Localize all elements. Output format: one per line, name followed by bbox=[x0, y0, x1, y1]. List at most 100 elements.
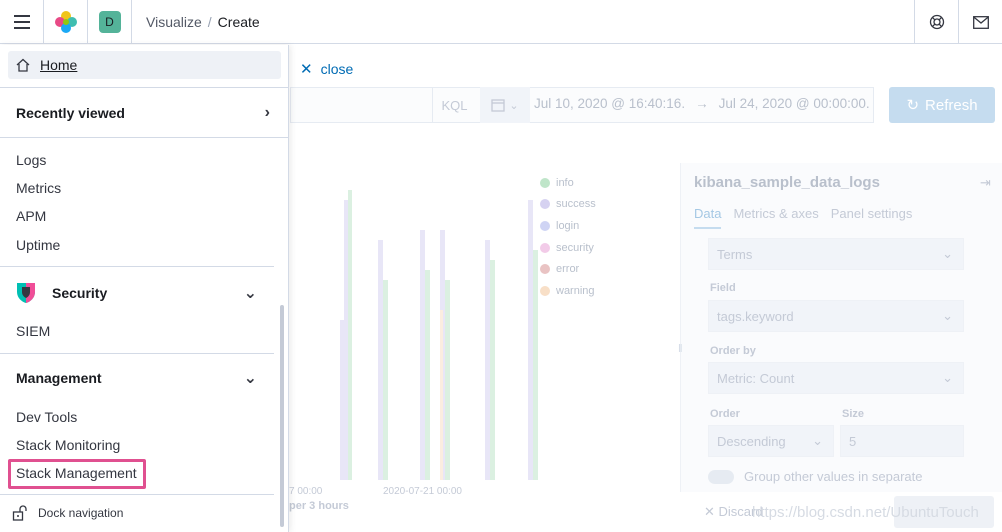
legend-item[interactable]: error bbox=[540, 258, 596, 280]
breadcrumb: Visualize / Create bbox=[132, 14, 260, 30]
nav-link-uptime[interactable]: Uptime bbox=[16, 237, 61, 253]
nav-link-logs[interactable]: Logs bbox=[16, 152, 47, 168]
refresh-icon: ↻ bbox=[906, 97, 920, 114]
help-lifebuoy-icon bbox=[929, 14, 944, 30]
index-pattern-title: kibana_sample_data_logs bbox=[694, 174, 880, 191]
chevron-down-icon: ⌄ bbox=[243, 370, 257, 387]
space-avatar: D bbox=[98, 10, 121, 33]
chevron-right-icon: › bbox=[264, 104, 270, 121]
nav-link-metrics[interactable]: Metrics bbox=[16, 180, 62, 196]
dock-navigation-button[interactable]: Dock navigation bbox=[12, 505, 123, 521]
query-bar[interactable] bbox=[290, 87, 874, 123]
orderby-value: Metric: Count bbox=[717, 370, 795, 386]
elastic-logo[interactable] bbox=[44, 0, 88, 44]
nav-link-stack-monitoring[interactable]: Stack Monitoring bbox=[16, 437, 121, 453]
chevron-down-icon: ⌄ bbox=[812, 433, 823, 448]
lock-open-icon bbox=[12, 505, 27, 521]
date-quick-menu[interactable]: ⌄ bbox=[480, 87, 530, 123]
recently-viewed-label: Recently viewed bbox=[16, 105, 125, 121]
calendar-icon bbox=[491, 99, 506, 112]
resize-handle[interactable]: ‖ bbox=[678, 343, 683, 355]
divider bbox=[0, 353, 274, 354]
management-header[interactable]: Management ⌄ bbox=[16, 370, 257, 387]
chevron-down-icon: ⌄ bbox=[942, 246, 953, 261]
chart-bars bbox=[340, 190, 538, 480]
refresh-label: Refresh bbox=[925, 96, 978, 114]
close-icon: ✕ bbox=[300, 61, 313, 78]
elastic-logo-icon bbox=[54, 10, 77, 33]
chevron-down-icon: ⌄ bbox=[942, 308, 953, 323]
legend-item[interactable]: success bbox=[540, 194, 596, 216]
hamburger-icon bbox=[13, 14, 30, 29]
kql-toggle[interactable]: KQL bbox=[432, 87, 476, 123]
mail-icon bbox=[972, 15, 989, 29]
breadcrumb-separator: / bbox=[207, 13, 212, 30]
security-label: Security bbox=[52, 285, 108, 301]
aggregation-value: Terms bbox=[717, 246, 753, 262]
legend-label: info bbox=[556, 176, 574, 189]
tab-metrics-axes[interactable]: Metrics & axes bbox=[733, 206, 819, 221]
watermark: https://blog.csdn.net/UbuntuTouch bbox=[752, 504, 979, 521]
legend-dot bbox=[540, 199, 550, 210]
orderby-label: Order by bbox=[710, 345, 756, 357]
legend-label: success bbox=[556, 198, 596, 211]
nav-link-apm[interactable]: APM bbox=[16, 208, 47, 224]
help-button[interactable] bbox=[914, 0, 958, 44]
legend-item[interactable]: security bbox=[540, 237, 596, 259]
toggle-switch[interactable] bbox=[708, 469, 734, 484]
discard-label: Discard bbox=[718, 504, 763, 519]
x-tick-label: 2020-07-21 00:00 bbox=[383, 486, 462, 497]
divider bbox=[0, 266, 274, 267]
chevron-down-icon: ⌄ bbox=[243, 285, 257, 302]
histogram-chart bbox=[340, 190, 538, 480]
legend-item[interactable]: login bbox=[540, 215, 596, 237]
x-axis-title: per 3 hours bbox=[289, 500, 349, 512]
legend-item[interactable]: warning bbox=[540, 280, 596, 302]
refresh-button[interactable]: ↻ Refresh bbox=[889, 87, 995, 123]
close-link[interactable]: ✕ close bbox=[300, 60, 353, 78]
update-button[interactable] bbox=[894, 496, 994, 528]
group-other-toggle[interactable]: Group other values in separate bbox=[708, 469, 923, 484]
nav-link-siem[interactable]: SIEM bbox=[16, 323, 51, 339]
breadcrumb-create: Create bbox=[217, 13, 260, 30]
legend-label: error bbox=[556, 263, 580, 276]
nav-link-stack-management[interactable]: Stack Management bbox=[16, 465, 137, 481]
field-label: Field bbox=[710, 282, 736, 294]
tab-data[interactable]: Data bbox=[694, 206, 722, 229]
date-end[interactable]: Jul 24, 2020 @ 00:00:00. bbox=[718, 96, 870, 111]
date-range[interactable]: Jul 10, 2020 @ 16:40:16. → Jul 24, 2020 … bbox=[534, 96, 870, 111]
nav-scrollbar[interactable] bbox=[280, 305, 284, 527]
nav-home-label: Home bbox=[40, 57, 78, 73]
menu-toggle-button[interactable] bbox=[0, 0, 44, 44]
size-input[interactable]: 5 bbox=[840, 425, 964, 457]
breadcrumb-visualize[interactable]: Visualize bbox=[146, 13, 202, 30]
discard-button[interactable]: ✕ Discard bbox=[704, 504, 763, 519]
chart-legend: info success login security error warnin… bbox=[540, 172, 596, 302]
field-value: tags.keyword bbox=[717, 308, 794, 324]
size-label: Size bbox=[842, 408, 865, 420]
field-select[interactable]: tags.keyword ⌄ bbox=[708, 300, 964, 332]
chevron-down-icon: ⌄ bbox=[509, 99, 519, 112]
security-header[interactable]: Security ⌄ bbox=[16, 282, 257, 304]
nav-drawer: Home Recently viewed › Logs Metrics APM … bbox=[0, 45, 289, 532]
aggregation-select[interactable]: Terms ⌄ bbox=[708, 238, 964, 270]
highlight-box bbox=[8, 459, 146, 489]
dock-navigation-label: Dock navigation bbox=[38, 506, 124, 520]
home-icon bbox=[16, 58, 30, 72]
legend-item[interactable]: info bbox=[540, 172, 596, 194]
nav-home[interactable]: Home bbox=[8, 51, 281, 79]
date-start[interactable]: Jul 10, 2020 @ 16:40:16. bbox=[534, 96, 686, 111]
orderby-select[interactable]: Metric: Count ⌄ bbox=[708, 362, 964, 394]
legend-dot bbox=[540, 264, 550, 275]
collapse-sidebar-icon[interactable]: ⇥ bbox=[980, 175, 991, 190]
nav-link-dev-tools[interactable]: Dev Tools bbox=[16, 409, 78, 425]
recently-viewed-header[interactable]: Recently viewed › bbox=[16, 104, 270, 121]
space-selector[interactable]: D bbox=[88, 0, 132, 44]
legend-dot bbox=[540, 242, 550, 253]
top-header: D Visualize / Create bbox=[0, 0, 1002, 44]
editor-tabs: Data Metrics & axes Panel settings bbox=[694, 206, 912, 229]
newsfeed-button[interactable] bbox=[958, 0, 1002, 44]
order-select[interactable]: Descending ⌄ bbox=[708, 425, 834, 457]
tab-panel-settings[interactable]: Panel settings bbox=[830, 206, 913, 221]
chevron-down-icon: ⌄ bbox=[942, 370, 953, 385]
